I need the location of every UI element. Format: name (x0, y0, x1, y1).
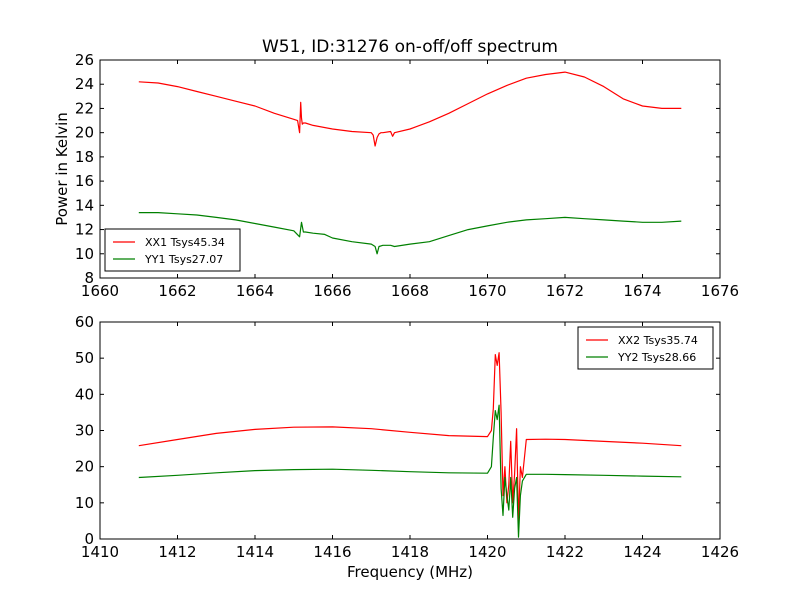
legend: XX1 Tsys45.34 YY1 Tsys27.07 (104, 228, 241, 272)
x-tick-label: 1666 (313, 282, 351, 300)
series-line-1 (138, 71, 682, 147)
y-tick-label: 60 (75, 313, 94, 331)
legend-label-1: XX2 Tsys35.74 (618, 334, 698, 347)
x-tick-label: 1414 (236, 543, 274, 561)
y-tick-label: 14 (75, 196, 94, 214)
y-tick-label: 16 (75, 172, 94, 190)
series-line-2 (138, 212, 682, 255)
bottom-panel: Frequency (MHz) 1410 1412 1414 1416 1418 1420… (75, 313, 739, 581)
y-axis-label: Power in Kelvin (53, 112, 71, 226)
legend-label-2: YY2 Tsys28.66 (617, 351, 696, 364)
x-tick-label: 1418 (391, 543, 429, 561)
x-tick-label: 1412 (158, 543, 196, 561)
x-tick-label: 1670 (468, 282, 506, 300)
legend-box (577, 326, 714, 370)
legend-label-1: XX1 Tsys45.34 (145, 236, 225, 249)
y-tick-label: 24 (75, 75, 94, 93)
x-axis-label: Frequency (MHz) (347, 563, 473, 581)
top-panel: W51, ID:31276 on-off/off spectrum Power … (53, 37, 739, 300)
series-line-2 (138, 404, 682, 538)
x-tick-label: 1410 (81, 543, 119, 561)
x-tick-label: 1422 (546, 543, 584, 561)
x-tick-label: 1664 (236, 282, 274, 300)
legend-label-2: YY1 Tsys27.07 (144, 253, 223, 266)
plot-area-bottom: 1410 1412 1414 1416 1418 1420 1422 1424 1426 0 10 2… (75, 313, 739, 561)
x-tick-label: 1416 (313, 543, 351, 561)
legend-box (104, 228, 241, 272)
y-tick-label: 20 (75, 458, 94, 476)
plot-area-top: 1660 1662 1664 1666 1668 1670 1672 1674 1676 8 10 1… (75, 51, 739, 300)
x-tick-label: 1426 (701, 543, 739, 561)
y-tick-label: 26 (75, 51, 94, 69)
y-tick-label: 8 (84, 269, 94, 287)
y-tick-label: 0 (84, 530, 94, 548)
legend: XX2 Tsys35.74 YY2 Tsys28.66 (577, 326, 714, 370)
x-tick-label: 1676 (701, 282, 739, 300)
series-line-1 (138, 352, 682, 522)
y-tick-label: 18 (75, 148, 94, 166)
x-tick-label: 1660 (81, 282, 119, 300)
x-tick-label: 1668 (391, 282, 429, 300)
y-tick-label: 30 (75, 422, 94, 440)
y-tick-label: 10 (75, 494, 94, 512)
y-tick-label: 12 (75, 221, 94, 239)
x-tick-label: 1674 (623, 282, 661, 300)
chart-title: W51, ID:31276 on-off/off spectrum (262, 37, 558, 57)
x-tick-label: 1672 (546, 282, 584, 300)
y-tick-label: 22 (75, 99, 94, 117)
x-tick-label: 1420 (468, 543, 506, 561)
y-tick-label: 40 (75, 385, 94, 403)
x-tick-label: 1424 (623, 543, 661, 561)
x-tick-label: 1662 (158, 282, 196, 300)
y-tick-label: 20 (75, 124, 94, 142)
y-tick-label: 50 (75, 349, 94, 367)
y-tick-label: 10 (75, 245, 94, 263)
